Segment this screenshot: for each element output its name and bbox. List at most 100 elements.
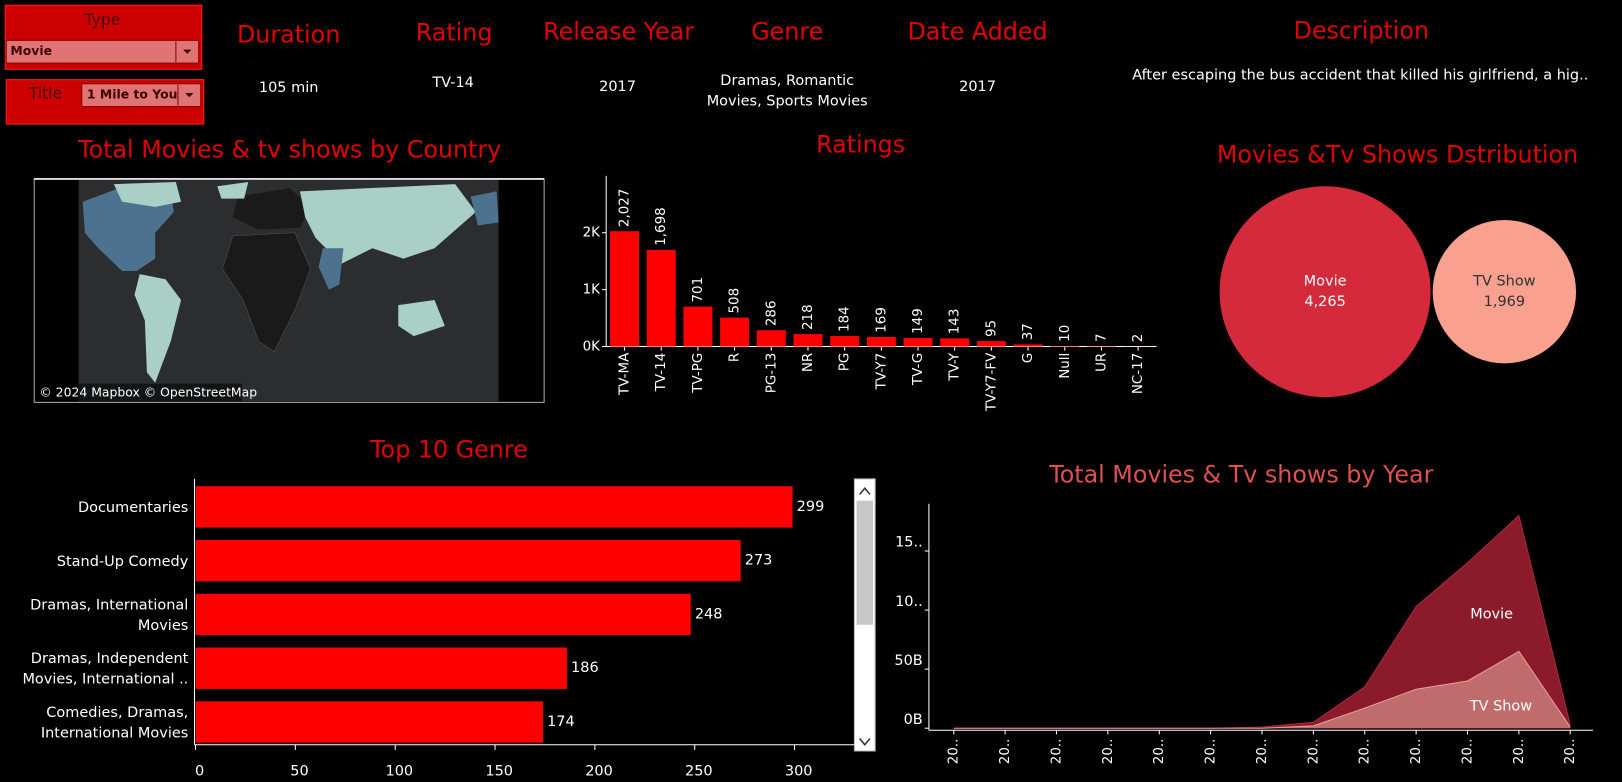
value-label: 37: [1021, 323, 1036, 340]
x-tick-label: R: [728, 353, 743, 362]
scroll-up[interactable]: [859, 487, 871, 495]
field-label: Rating: [416, 19, 493, 47]
x-tick-label: 300: [785, 764, 813, 780]
x-tick-label: TV-Y: [948, 352, 963, 382]
x-tick-label: Null: [1058, 353, 1073, 379]
value-label: 95: [984, 320, 999, 337]
x-tick-label: NR: [801, 353, 816, 372]
x-tick-label: TV-MA: [618, 352, 633, 396]
value-label: 2,027: [618, 189, 633, 227]
x-tick-label: PG: [838, 353, 853, 372]
value-label: 186: [571, 660, 599, 676]
x-tick-label: 20..: [1306, 739, 1321, 765]
bar: [976, 341, 1006, 347]
bar: [940, 338, 970, 347]
y-tick-label: Dramas, International Movies: [30, 596, 189, 635]
series-label: TV Show: [1469, 698, 1533, 714]
x-tick-label: 200: [585, 764, 613, 780]
bar: [195, 593, 691, 636]
field-label: Release Year: [543, 18, 694, 46]
bar: [195, 701, 543, 743]
y-tick-label: 2K: [583, 226, 602, 241]
bubble: [1432, 220, 1577, 364]
type-dropdown[interactable]: [5, 39, 200, 64]
y-tick-label: 1K: [583, 283, 602, 298]
value-label: 143: [948, 309, 963, 335]
field-value: Dramas, Romantic Movies, Sports Movies: [706, 72, 868, 110]
y-tick-label: 50B: [894, 653, 922, 669]
value-label: 174: [547, 714, 575, 730]
field-value: TV-14: [431, 75, 474, 91]
bar: [646, 249, 676, 347]
y-tick-label-box: Dramas, Independent Movies, Internationa…: [22, 651, 188, 688]
map-land: [398, 299, 445, 337]
x-tick-label: 0: [195, 764, 204, 780]
x-tick-label: 150: [485, 764, 513, 780]
field-label: Description: [1294, 17, 1429, 45]
y-tick-label: Documentaries: [77, 499, 189, 517]
value-label: 701: [691, 277, 706, 303]
value-label: 10: [1058, 325, 1073, 342]
x-tick-label: TV-Y7-FV: [984, 352, 999, 412]
title-dropdown[interactable]: [81, 83, 202, 108]
filter-label: Type: [84, 11, 121, 29]
bubble-value: 1,969: [1484, 294, 1525, 310]
bar: [195, 647, 567, 689]
value-label: 299: [797, 499, 825, 515]
x-tick-label: 20..: [1101, 739, 1116, 765]
bar: [793, 334, 823, 347]
map: [33, 178, 545, 403]
x-tick-label: 20..: [1460, 739, 1475, 765]
dropdown-arrow: [183, 49, 192, 54]
y-tick-label: Comedies, Dramas, International Movies: [40, 704, 189, 742]
bar: [1050, 345, 1080, 347]
value-label: 508: [728, 288, 743, 314]
x-tick-label: UR: [1094, 353, 1109, 372]
chart-title: Ratings: [816, 130, 905, 158]
dropdown-arrow: [185, 93, 194, 98]
map-land: [318, 248, 344, 290]
x-tick-label: 20..: [998, 739, 1013, 765]
x-tick-label: 20..: [1049, 739, 1064, 765]
bar: [903, 338, 933, 347]
x-tick-label: 50: [290, 764, 308, 780]
field-value: 2017: [959, 79, 996, 95]
x-tick-label: 20..: [1152, 739, 1167, 765]
value-label: 286: [764, 300, 779, 326]
y-tick-label: 15..: [895, 535, 923, 551]
map-land: [217, 182, 249, 199]
field-value: After escaping the bus accident that kil…: [1132, 68, 1588, 84]
filter-label: Title: [28, 85, 62, 103]
field-value-box: Dramas, Romantic Movies, Sports Movies: [706, 72, 868, 110]
x-tick-label: 20..: [1563, 739, 1578, 765]
series-label: Movie: [1470, 606, 1513, 622]
filter-value: 1 Mile to You: [87, 87, 178, 102]
x-tick-label: 20..: [1255, 739, 1270, 765]
bar: [610, 231, 640, 347]
bubble-label: TV Show: [1472, 273, 1536, 289]
attribution-bg: [35, 383, 243, 402]
x-tick-label: G: [1021, 353, 1036, 363]
value-label: 169: [874, 307, 889, 333]
x-tick-label: TV-14: [654, 353, 669, 393]
x-tick-label: 20..: [1512, 739, 1527, 765]
x-tick-label: 20..: [1204, 739, 1219, 765]
value-label: 149: [911, 308, 926, 334]
chart-title: Total Movies & tv shows by Country: [77, 136, 501, 164]
x-tick-label: TV-PG: [691, 353, 706, 394]
scrollbar-thumb[interactable]: [856, 500, 874, 625]
value-label: 1,698: [654, 207, 669, 245]
map-land: [134, 274, 182, 383]
y-tick-label-box: Documentaries: [77, 499, 189, 517]
map-land: [113, 182, 182, 207]
scroll-down[interactable]: [859, 738, 871, 746]
filter-value: Movie: [10, 43, 52, 58]
y-tick-label-box: Stand-Up Comedy: [57, 553, 188, 570]
field-label: Genre: [751, 18, 823, 46]
value-label: 218: [801, 304, 816, 330]
y-tick-label: 10..: [895, 594, 923, 610]
value-label: 184: [838, 306, 853, 332]
x-tick-label: 250: [685, 764, 713, 780]
x-tick-label: PG-13: [764, 353, 779, 393]
